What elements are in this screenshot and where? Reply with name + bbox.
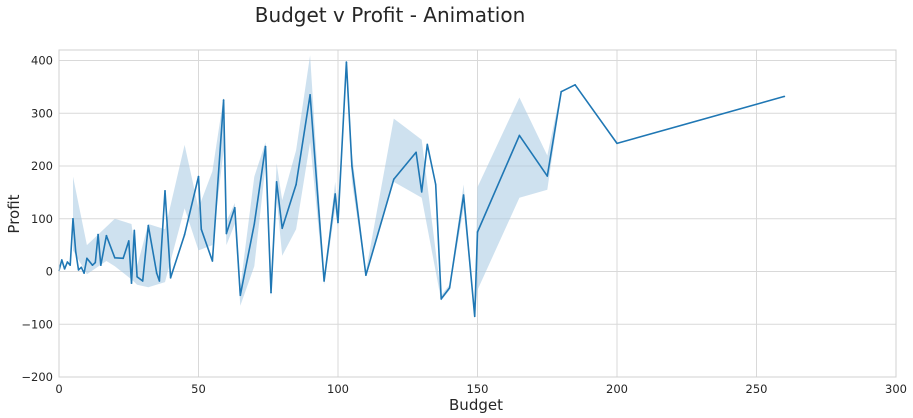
data-point — [476, 231, 479, 233]
data-point — [147, 224, 150, 227]
data-point — [141, 280, 144, 282]
data-point — [233, 206, 236, 209]
data-point — [100, 264, 102, 266]
data-point — [351, 165, 353, 167]
x-axis-label: Budget — [449, 396, 503, 414]
x-tick-label: 300 — [885, 382, 907, 396]
series-line-group — [58, 61, 786, 318]
data-point — [295, 183, 297, 186]
data-point — [393, 178, 395, 181]
data-point — [345, 61, 348, 63]
data-point — [155, 272, 158, 274]
x-tick-label: 0 — [55, 382, 62, 396]
plot-frame — [58, 49, 897, 378]
y-tick-label: 0 — [46, 265, 53, 279]
data-point — [275, 181, 278, 183]
data-point — [448, 287, 451, 289]
x-tick-label: 50 — [191, 382, 206, 396]
data-point — [309, 94, 311, 96]
data-point — [164, 190, 166, 192]
data-point — [365, 274, 367, 277]
data-point — [239, 294, 242, 297]
data-point — [127, 240, 130, 242]
x-tick-labels: 0 50 100 150 200 250 300 — [55, 382, 907, 396]
data-point — [426, 143, 429, 146]
data-point — [80, 266, 83, 269]
data-point — [616, 142, 618, 145]
data-point — [783, 95, 786, 98]
x-tick-label: 250 — [746, 382, 768, 396]
y-tick-label: 100 — [31, 212, 53, 226]
y-tick-label: −100 — [21, 317, 53, 331]
data-point — [337, 221, 339, 224]
data-point — [200, 228, 203, 231]
data-point — [253, 223, 256, 225]
data-point — [66, 261, 69, 263]
data-point — [183, 233, 186, 236]
data-point — [133, 229, 136, 232]
data-point — [264, 145, 267, 148]
data-point — [462, 194, 465, 196]
y-tick-label: 300 — [31, 106, 53, 120]
data-point — [97, 233, 99, 236]
data-point — [86, 257, 88, 260]
data-point — [281, 227, 284, 230]
data-point — [211, 260, 214, 262]
data-point — [420, 191, 423, 193]
profit-line — [58, 61, 785, 318]
y-axis-label: Profit — [5, 194, 23, 233]
data-point — [440, 298, 443, 300]
data-point — [473, 315, 476, 318]
data-point — [323, 280, 325, 282]
data-point — [136, 275, 138, 278]
data-point — [91, 264, 94, 266]
data-point — [158, 280, 161, 282]
data-point — [546, 175, 549, 177]
data-point — [77, 269, 80, 271]
x-tick-label: 200 — [606, 382, 628, 396]
data-point — [222, 99, 225, 101]
data-point — [114, 257, 116, 259]
data-point — [434, 183, 437, 186]
axes-frame — [58, 49, 897, 378]
data-point — [105, 234, 108, 237]
data-point — [83, 272, 85, 274]
data-point — [169, 277, 172, 279]
data-point — [225, 232, 228, 235]
data-point — [63, 268, 66, 270]
data-point — [72, 217, 74, 220]
data-point — [74, 250, 77, 253]
y-tick-label: −200 — [21, 370, 53, 384]
data-point — [122, 257, 124, 260]
chart-title: Budget v Profit - Animation — [255, 3, 526, 27]
data-point — [415, 151, 417, 154]
data-point — [334, 193, 337, 195]
data-point — [560, 90, 562, 93]
y-tick-label: 200 — [31, 159, 53, 173]
data-point — [94, 261, 97, 264]
data-point — [130, 282, 133, 284]
data-point — [518, 134, 521, 137]
x-tick-label: 150 — [467, 382, 489, 396]
y-tick-label: 400 — [31, 54, 53, 68]
data-point — [574, 84, 576, 86]
data-point — [60, 259, 63, 261]
data-point — [69, 264, 71, 266]
data-point — [197, 175, 200, 178]
y-tick-labels: −200 −100 0 100 200 300 400 — [21, 54, 53, 384]
x-tick-label: 100 — [327, 382, 349, 396]
data-point — [270, 291, 272, 294]
